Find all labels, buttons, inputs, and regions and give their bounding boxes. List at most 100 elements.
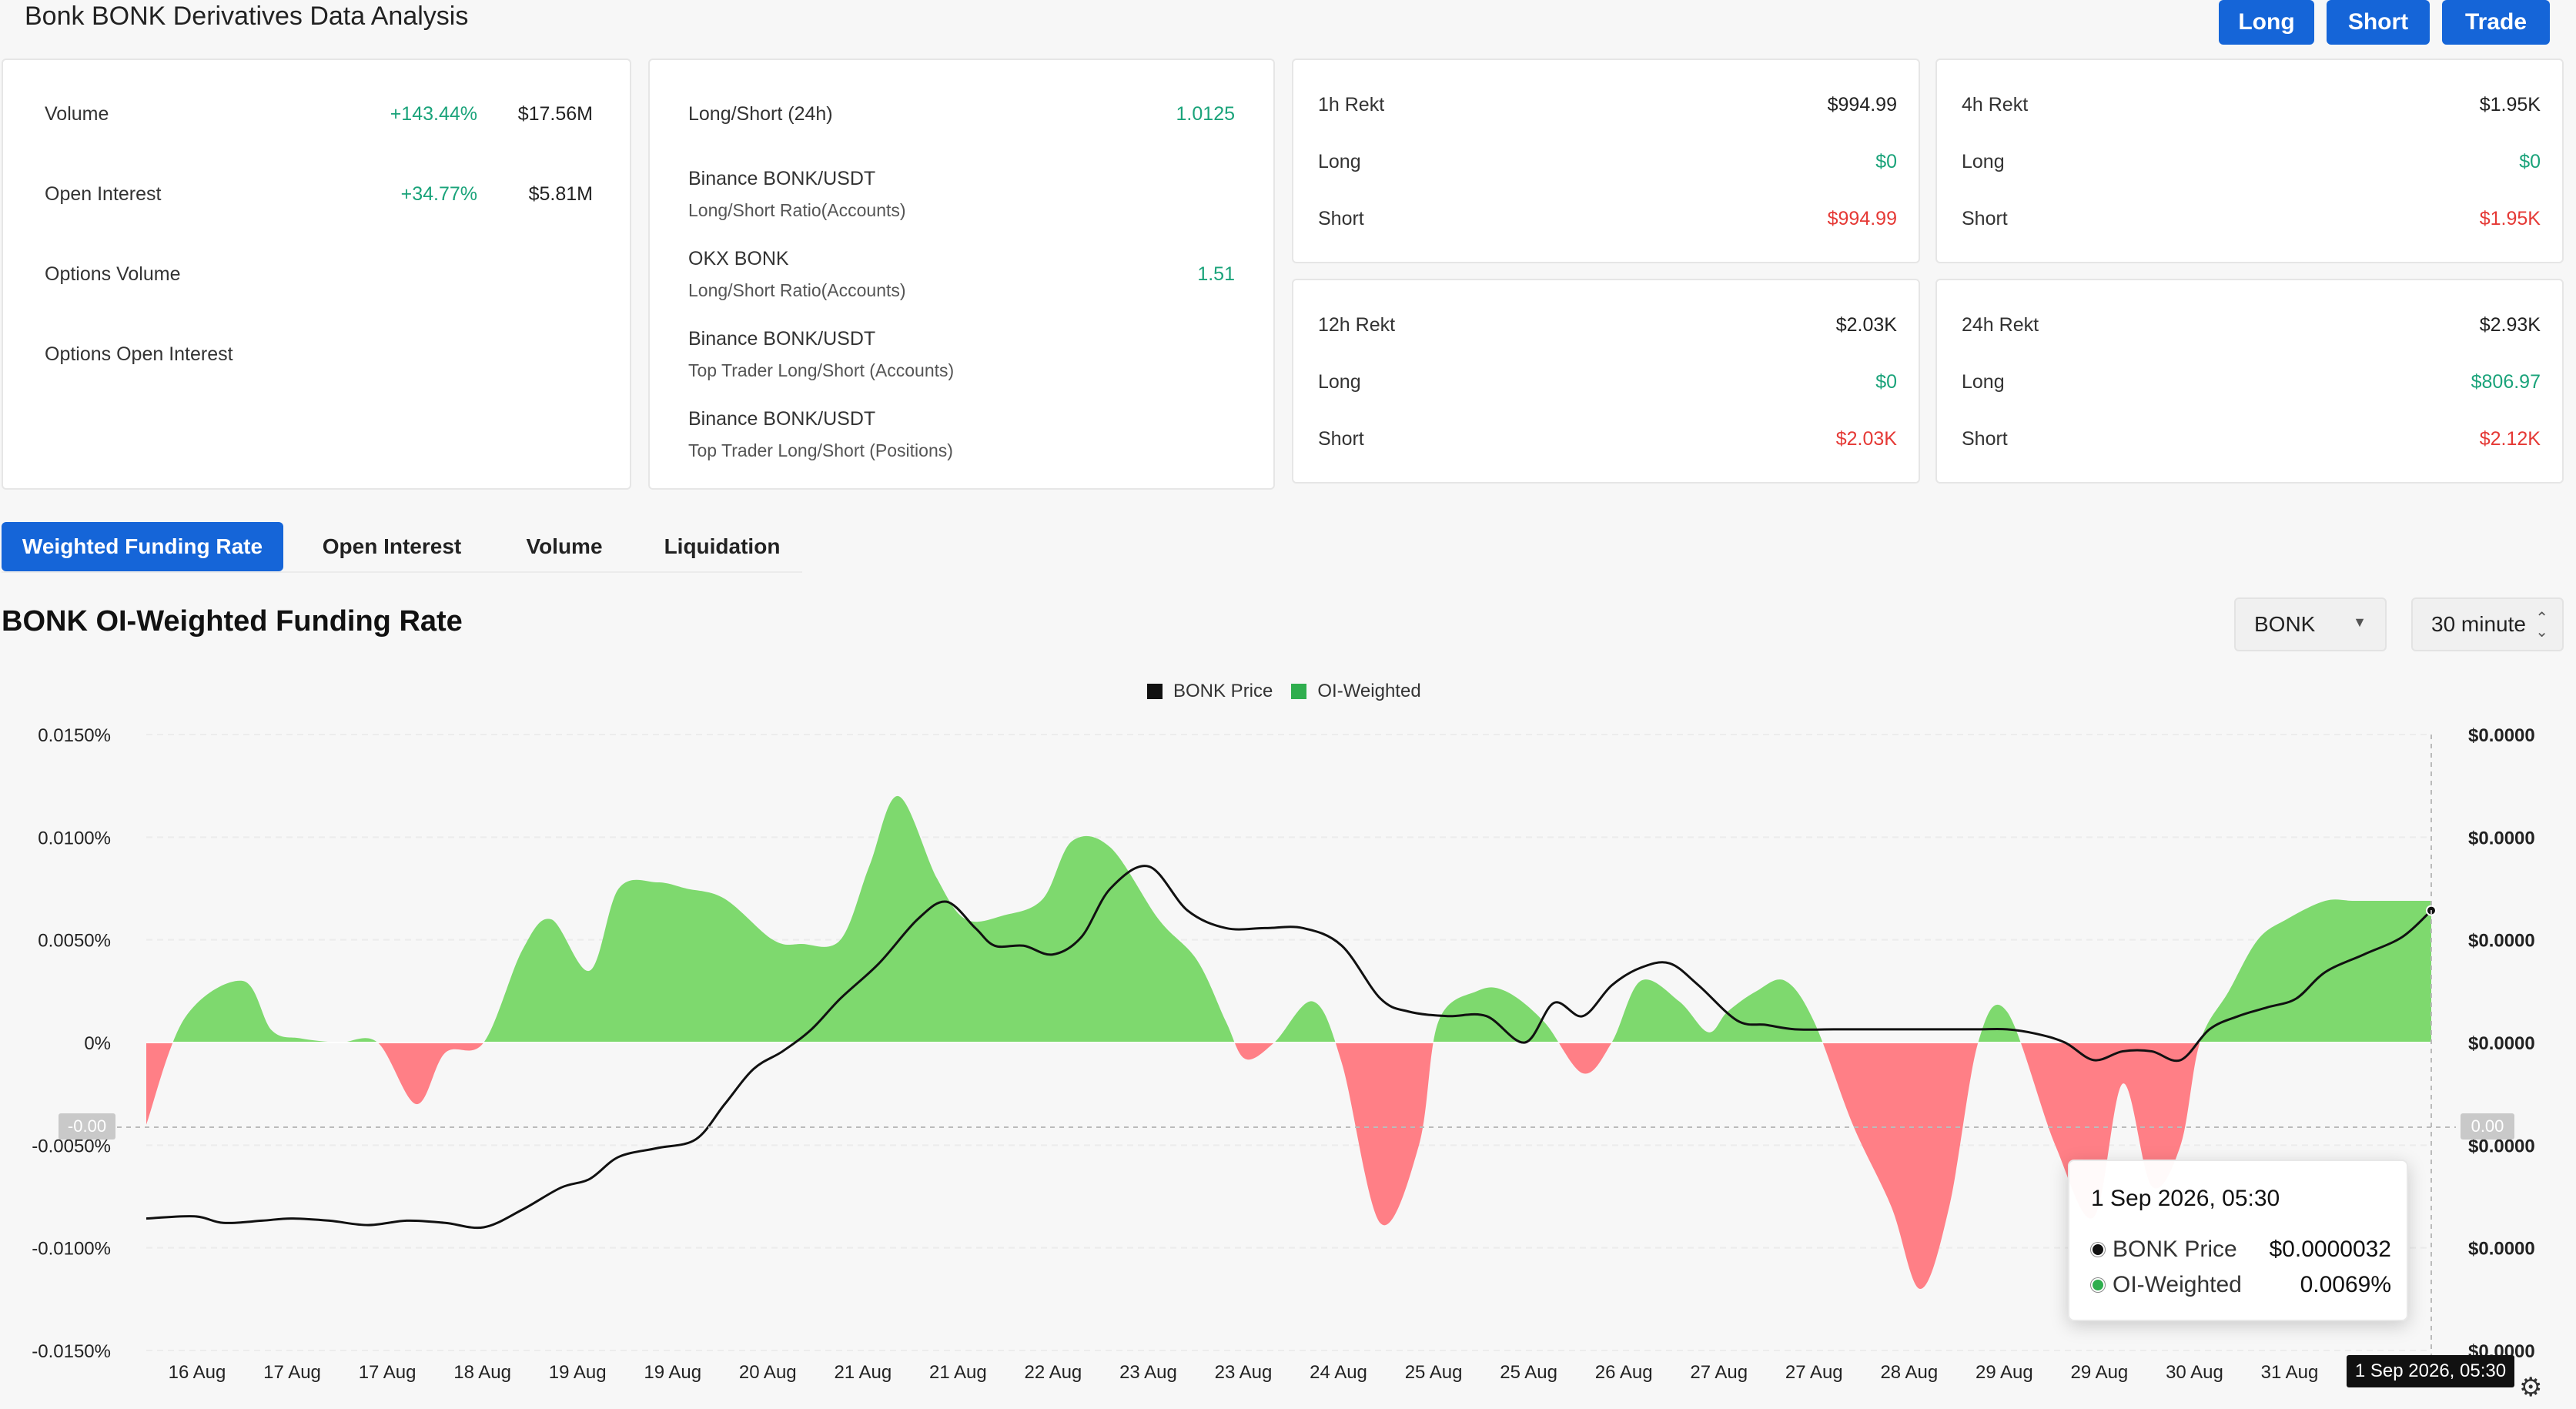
y-left-tick: 0% [84,1033,111,1054]
x-tick: 30 Aug [2166,1362,2223,1383]
interval-select[interactable]: 30 minute ⌃ ⌄ [2411,597,2564,651]
funding-rate-chart[interactable]: 0.0150%0.0100%0.0050%0%-0.0050%-0.0100%-… [0,693,2576,1409]
price-line [146,865,2433,1230]
x-tick: 26 Aug [1595,1362,1653,1383]
ls-row-metric: Long/Short Ratio(Accounts) [688,280,906,300]
rekt-long-value: $0 [1875,371,1897,393]
stats-card: Volume +143.44% $17.56M Open Interest +3… [2,59,631,490]
tooltip-oi-label: OI-Weighted [2113,1272,2242,1297]
chart-title: BONK OI-Weighted Funding Rate [2,605,463,638]
y-right-tick: $0.0000 [2468,931,2535,952]
ls-row-exchange: Binance BONK/USDT [688,408,876,430]
tab-liquidation[interactable]: Liquidation [664,534,781,558]
rekt-total: $2.03K [1835,314,1897,336]
tooltip-date: 1 Sep 2026, 05:30 [2091,1186,2280,1211]
crosshair-date-chip: 1 Sep 2026, 05:30 [2347,1355,2514,1387]
y-right-tick: $0.0000 [2468,1239,2535,1260]
y-right-tick: $0.0000 [2468,1033,2535,1054]
chart-tooltip: 1 Sep 2026, 05:30 BONK Price $0.0000032 … [2068,1160,2408,1321]
page-title: Bonk BONK Derivatives Data Analysis [25,2,469,31]
options-oi-label: Options Open Interest [45,343,233,365]
rekt-title: 12h Rekt [1318,314,1396,336]
tooltip-oi-row: OI-Weighted 0.0069% [2091,1272,2391,1298]
rekt-short-value: $2.03K [1835,428,1897,450]
ls-row-metric: Long/Short Ratio(Accounts) [688,200,906,220]
rekt-title: 24h Rekt [1962,314,2039,336]
y-left-tick: -0.0100% [32,1239,111,1260]
crosshair-right-chip: 0.00 [2461,1113,2514,1140]
open-interest-label: Open Interest [45,183,162,205]
rekt-short-label: Short [1962,208,2008,229]
volume-value: $17.56M [517,103,593,125]
rekt-long-value: $806.97 [2471,371,2541,393]
ls-row-exchange: Binance BONK/USDT [688,328,876,350]
rekt-long-label: Long [1318,151,1361,172]
funding-positive-area [146,795,2431,1043]
short-button[interactable]: Short [2327,0,2430,45]
x-tick: 21 Aug [834,1362,892,1383]
price-legend-swatch [1147,684,1163,699]
y-left-tick: 0.0100% [38,828,111,848]
x-tick: 19 Aug [549,1362,607,1383]
open-interest-change: +34.77% [400,183,477,205]
x-tick: 28 Aug [1880,1362,1938,1383]
rekt-short-label: Short [1318,428,1364,450]
x-tick: 16 Aug [169,1362,226,1383]
open-interest-value: $5.81M [528,183,593,205]
long-button[interactable]: Long [2219,0,2314,45]
interval-select-value: 30 minute [2431,612,2526,636]
chart-legend: BONK Price OI-Weighted [1147,681,1421,702]
rekt-card-12h: 12h Rekt $2.03K Long $0 Short $2.03K [1292,279,1920,484]
ls-row-exchange: OKX BONK [688,248,789,269]
rekt-short-value: $994.99 [1827,208,1897,229]
x-tick: 24 Aug [1310,1362,1367,1383]
x-tick: 17 Aug [359,1362,417,1383]
y-right-tick: $0.0000 [2468,725,2535,746]
funding-negative-area [146,1043,2431,1289]
tooltip-price-row: BONK Price $0.0000032 [2091,1237,2391,1263]
oi-legend-swatch [1291,684,1307,699]
y-right-tick: $0.0000 [2468,828,2535,848]
rekt-long-value: $0 [1875,151,1897,172]
rekt-short-label: Short [1962,428,2008,450]
rekt-card-1h: 1h Rekt $994.99 Long $0 Short $994.99 [1292,59,1920,263]
price-dot-icon [2091,1243,2105,1257]
rekt-long-label: Long [1962,151,2005,172]
x-tick: 29 Aug [1975,1362,2033,1383]
volume-change: +143.44% [390,103,477,125]
x-tick: 18 Aug [453,1362,511,1383]
coin-select-value: BONK [2254,612,2316,636]
tab-open-interest[interactable]: Open Interest [322,534,462,558]
x-tick: 23 Aug [1215,1362,1273,1383]
long-short-value: 1.0125 [1176,103,1235,125]
x-tick: 27 Aug [1690,1362,1748,1383]
y-left-tick: -0.0150% [32,1341,111,1362]
rekt-short-label: Short [1318,208,1364,229]
rekt-title: 4h Rekt [1962,94,2029,115]
crosshair-left-chip: -0.00 [59,1113,115,1140]
tab-volume[interactable]: Volume [526,534,603,558]
sort-arrows-icon: ⌃ ⌄ [2535,610,2548,641]
volume-label: Volume [45,103,109,125]
legend-item: BONK Price [1173,681,1273,701]
rekt-total: $2.93K [2479,314,2541,336]
x-tick: 17 Aug [263,1362,321,1383]
ls-row-value: 1.51 [1197,263,1235,285]
rekt-long-value: $0 [2519,151,2541,172]
rekt-total: $1.95K [2479,94,2541,115]
coin-select[interactable]: BONK ▼ [2234,597,2387,651]
y-left-tick: 0.0050% [38,931,111,952]
rekt-card-4h: 4h Rekt $1.95K Long $0 Short $1.95K [1935,59,2564,263]
rekt-total: $994.99 [1827,94,1897,115]
x-tick: 29 Aug [2071,1362,2129,1383]
legend-item: OI-Weighted [1317,681,1421,701]
tab-weighted-funding-rate[interactable]: Weighted Funding Rate [2,522,283,571]
x-tick: 25 Aug [1405,1362,1463,1383]
rekt-short-value: $2.12K [2479,428,2541,450]
tab-divider [2,571,802,573]
settings-gear-icon[interactable]: ⚙ [2519,1373,2543,1402]
trade-button[interactable]: Trade [2442,0,2550,45]
x-tick: 21 Aug [929,1362,987,1383]
rekt-long-label: Long [1318,371,1361,393]
x-tick: 20 Aug [739,1362,797,1383]
